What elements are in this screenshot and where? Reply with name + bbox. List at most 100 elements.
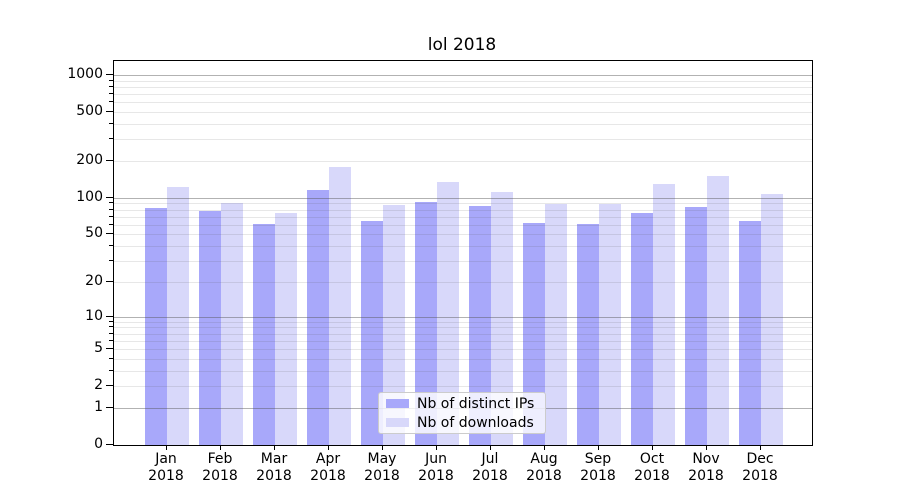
- y-tick-label-20: 20: [85, 272, 103, 289]
- y-minor-tick-3: [109, 369, 113, 371]
- y-tick-50: [106, 233, 113, 235]
- gridline-50: [114, 234, 812, 236]
- gridline-600: [114, 102, 812, 104]
- y-tick-label-100: 100: [76, 188, 103, 205]
- y-minor-tick-900: [109, 79, 113, 81]
- y-tick-10: [106, 315, 113, 317]
- gridline-10: [114, 316, 812, 318]
- gridline-1000: [114, 75, 812, 76]
- x-tick-jan: [166, 445, 167, 450]
- x-tick-label-jun: Jun 2018: [418, 451, 454, 484]
- y-minor-tick-30: [109, 260, 113, 262]
- y-tick-20: [106, 280, 113, 282]
- y-minor-tick-4: [109, 357, 113, 359]
- bar-downloads-mar: [275, 213, 297, 445]
- y-minor-tick-8: [109, 326, 113, 328]
- gridline-30: [114, 261, 812, 263]
- x-tick-jun: [436, 445, 437, 450]
- gridline-8: [114, 327, 812, 329]
- x-tick-label-apr: Apr 2018: [310, 451, 346, 484]
- gridline-20: [114, 281, 812, 283]
- x-tick-aug: [544, 445, 545, 450]
- x-tick-mar: [274, 445, 275, 450]
- y-tick-label-0: 0: [94, 436, 103, 452]
- legend-row-downloads: Nb of downloads: [386, 415, 537, 431]
- grid-layer: [114, 61, 812, 445]
- y-tick-2: [106, 385, 113, 387]
- y-minor-tick-600: [109, 101, 113, 103]
- bar-distinct-ips-jul: [469, 205, 491, 445]
- x-tick-feb: [220, 445, 221, 450]
- bar-downloads-feb: [221, 202, 243, 445]
- x-tick-jul: [490, 445, 491, 450]
- bar-downloads-aug: [545, 204, 567, 445]
- bar-distinct-ips-dec: [739, 221, 761, 445]
- y-tick-0: [106, 444, 113, 445]
- gridline-40: [114, 246, 812, 248]
- bar-downloads-nov: [707, 175, 729, 445]
- x-tick-label-mar: Mar 2018: [256, 451, 292, 484]
- y-minor-tick-40: [109, 245, 113, 247]
- bar-downloads-apr: [329, 167, 351, 445]
- gridline-2: [114, 386, 812, 388]
- gridline-800: [114, 86, 812, 88]
- x-tick-label-aug: Aug 2018: [526, 451, 562, 484]
- legend-row-distinct-ips: Nb of distinct IPs: [386, 396, 537, 412]
- bar-distinct-ips-sep: [577, 223, 599, 445]
- y-tick-500: [106, 111, 113, 113]
- y-tick-1000: [106, 74, 113, 75]
- gridline-200: [114, 160, 812, 162]
- y-tick-1: [106, 406, 113, 408]
- gridline-3: [114, 370, 812, 372]
- gridline-500: [114, 112, 812, 114]
- bars-layer: [114, 61, 812, 445]
- gridline-300: [114, 139, 812, 141]
- bar-distinct-ips-aug: [523, 223, 545, 445]
- y-tick-label-5: 5: [94, 340, 103, 357]
- gridline-400: [114, 123, 812, 125]
- y-minor-tick-80: [109, 208, 113, 210]
- y-minor-tick-700: [109, 93, 113, 95]
- y-minor-tick-300: [109, 138, 113, 140]
- bar-distinct-ips-nov: [685, 207, 707, 445]
- gridline-70: [114, 216, 812, 218]
- y-tick-label-50: 50: [85, 225, 103, 242]
- bar-distinct-ips-jan: [145, 208, 167, 445]
- x-tick-nov: [706, 445, 707, 450]
- x-tick-apr: [328, 445, 329, 450]
- x-tick-dec: [760, 445, 761, 450]
- legend: Nb of distinct IPs Nb of downloads: [378, 392, 546, 434]
- bar-distinct-ips-jun: [415, 202, 437, 445]
- gridline-900: [114, 80, 812, 82]
- y-tick-5: [106, 348, 113, 350]
- y-tick-label-2: 2: [94, 377, 103, 394]
- bar-downloads-oct: [653, 184, 675, 445]
- gridline-90: [114, 203, 812, 205]
- y-minor-tick-6: [109, 339, 113, 341]
- x-tick-label-sep: Sep 2018: [580, 451, 616, 484]
- bar-distinct-ips-may: [361, 221, 383, 445]
- bar-downloads-dec: [761, 193, 783, 445]
- gridline-5: [114, 349, 812, 351]
- y-minor-tick-7: [109, 332, 113, 334]
- y-minor-tick-70: [109, 215, 113, 217]
- plot-area: [113, 60, 813, 446]
- x-tick-label-may: May 2018: [364, 451, 400, 484]
- x-tick-label-nov: Nov 2018: [688, 451, 724, 484]
- bar-distinct-ips-oct: [631, 213, 653, 445]
- legend-swatch-downloads-icon: [386, 418, 409, 427]
- bar-downloads-sep: [599, 204, 621, 445]
- gridline-100: [114, 197, 812, 199]
- y-tick-label-200: 200: [76, 151, 103, 168]
- chart-title: lol 2018: [427, 35, 497, 55]
- y-minor-tick-9: [109, 320, 113, 322]
- bar-downloads-jun: [437, 181, 459, 445]
- bar-downloads-jul: [491, 191, 513, 445]
- gridline-80: [114, 209, 812, 211]
- gridline-9: [114, 321, 812, 323]
- gridline-60: [114, 224, 812, 226]
- gridline-7: [114, 333, 812, 335]
- x-tick-label-jan: Jan 2018: [148, 451, 184, 484]
- y-minor-tick-400: [109, 122, 113, 124]
